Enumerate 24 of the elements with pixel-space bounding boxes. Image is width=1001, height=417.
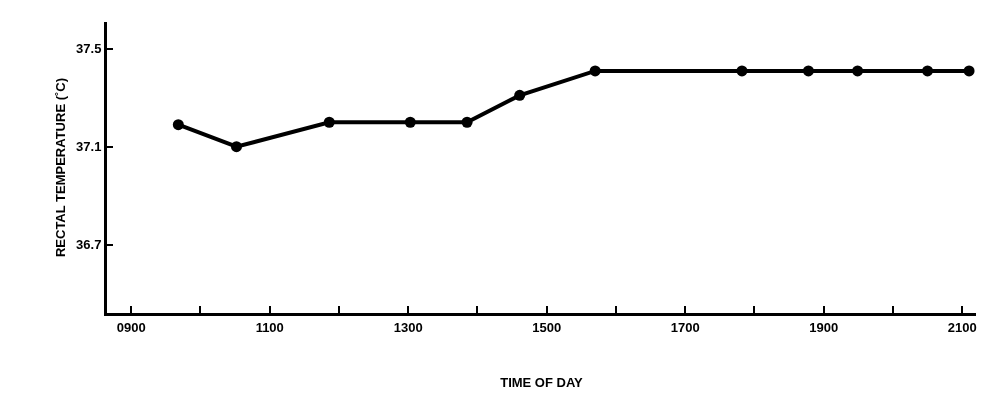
point <box>736 65 748 77</box>
point <box>963 65 975 77</box>
point <box>172 119 184 131</box>
point <box>589 65 601 77</box>
x-tick-label: 2100 <box>947 319 977 335</box>
x-axis-title: TIME OF DAY <box>500 375 584 391</box>
point <box>514 89 526 101</box>
point <box>922 65 934 77</box>
y-axis-title: RECTAL TEMPERATURE (˚C) <box>53 77 69 258</box>
point <box>404 116 416 128</box>
x-tick-label: 1700 <box>670 319 700 335</box>
point <box>323 116 335 128</box>
point <box>230 141 242 153</box>
x-tick-label: 1900 <box>809 319 839 335</box>
y-tick-label: 36.7 <box>76 237 102 253</box>
x-tick-label: 1100 <box>255 319 284 335</box>
x-tick-label: 1300 <box>393 319 423 335</box>
x-tick-label: 0900 <box>116 319 146 335</box>
y-tick-label: 37.5 <box>76 41 102 57</box>
y-tick-label: 37.1 <box>76 139 102 155</box>
point <box>461 116 473 128</box>
point <box>852 65 864 77</box>
point <box>802 65 814 77</box>
x-tick-label: 1500 <box>532 319 562 335</box>
